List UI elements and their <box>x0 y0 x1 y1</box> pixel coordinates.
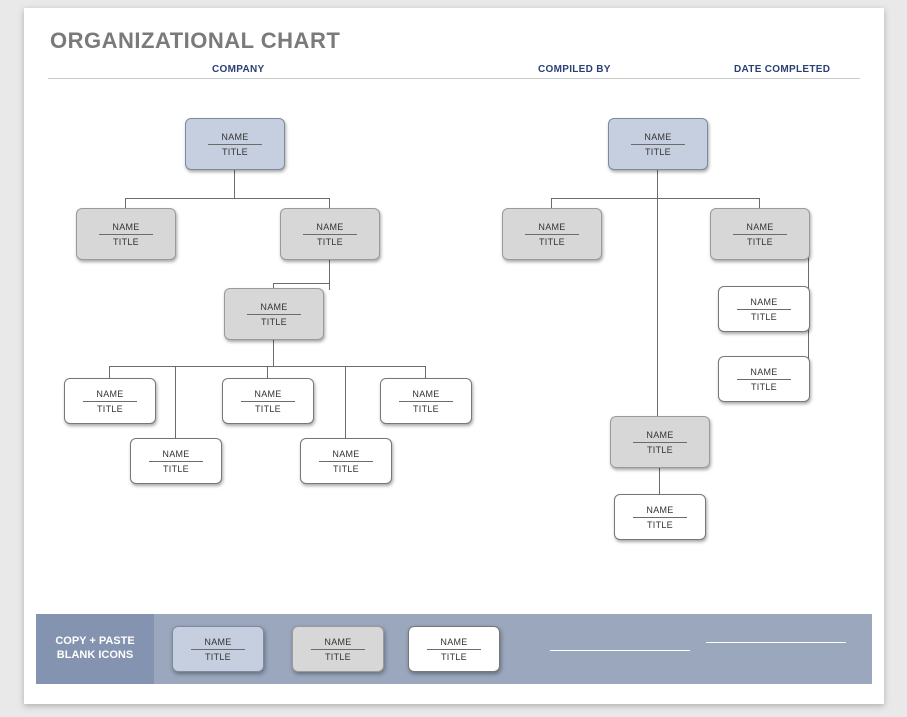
org-node-name: NAME <box>440 637 467 649</box>
connector <box>659 466 660 496</box>
connector <box>657 198 658 418</box>
org-node-name: NAME <box>112 222 139 234</box>
header-date-completed: DATE COMPLETED <box>734 64 830 75</box>
palette-node-blue[interactable]: NAMETITLE <box>172 626 264 672</box>
org-node[interactable]: NAMETITLE <box>76 208 176 260</box>
org-node[interactable]: NAMETITLE <box>502 208 602 260</box>
connector <box>657 168 658 198</box>
org-node-name: NAME <box>260 302 287 314</box>
org-node-title: TITLE <box>317 235 343 247</box>
org-node-title: TITLE <box>97 402 123 414</box>
org-node-name: NAME <box>204 637 231 649</box>
org-node-title: TITLE <box>647 518 673 530</box>
sheet-inner: ORGANIZATIONAL CHART COMPANY COMPILED BY… <box>24 8 884 704</box>
org-node-name: NAME <box>221 132 248 144</box>
palette-caption: COPY + PASTE BLANK ICONS <box>36 614 154 684</box>
org-node-title: TITLE <box>747 235 773 247</box>
org-node-title: TITLE <box>163 462 189 474</box>
org-node-title: TITLE <box>325 650 351 662</box>
org-node[interactable]: NAMETITLE <box>224 288 324 340</box>
page: ORGANIZATIONAL CHART COMPANY COMPILED BY… <box>0 0 907 717</box>
org-node[interactable]: NAMETITLE <box>610 416 710 468</box>
palette-node-grey[interactable]: NAMETITLE <box>292 626 384 672</box>
org-node[interactable]: NAMETITLE <box>718 286 810 332</box>
org-node[interactable]: NAMETITLE <box>280 208 380 260</box>
org-node[interactable]: NAMETITLE <box>300 438 392 484</box>
page-title: ORGANIZATIONAL CHART <box>50 28 340 54</box>
org-node-title: TITLE <box>333 462 359 474</box>
connector <box>551 198 760 199</box>
org-node-name: NAME <box>332 449 359 461</box>
org-node[interactable]: NAMETITLE <box>614 494 706 540</box>
org-node-name: NAME <box>746 222 773 234</box>
palette-caption-line2: BLANK ICONS <box>57 649 133 663</box>
org-node-title: TITLE <box>647 443 673 455</box>
org-node-title: TITLE <box>222 145 248 157</box>
org-node-title: TITLE <box>261 315 287 327</box>
org-node-title: TITLE <box>205 650 231 662</box>
palette-connector-sample[interactable] <box>550 650 690 651</box>
org-node[interactable]: NAMETITLE <box>380 378 472 424</box>
org-node-name: NAME <box>750 367 777 379</box>
org-node[interactable]: NAMETITLE <box>608 118 708 170</box>
org-node-name: NAME <box>162 449 189 461</box>
connector <box>125 198 330 199</box>
org-node[interactable]: NAMETITLE <box>718 356 810 402</box>
header-company: COMPANY <box>212 64 264 75</box>
org-node-title: TITLE <box>413 402 439 414</box>
org-node-name: NAME <box>324 637 351 649</box>
org-node-title: TITLE <box>255 402 281 414</box>
org-node[interactable]: NAMETITLE <box>64 378 156 424</box>
org-node-title: TITLE <box>751 380 777 392</box>
connector <box>175 366 176 440</box>
org-node-title: TITLE <box>441 650 467 662</box>
palette-caption-line1: COPY + PASTE <box>55 635 134 649</box>
org-node-name: NAME <box>96 389 123 401</box>
connector <box>273 283 330 284</box>
org-node-name: NAME <box>316 222 343 234</box>
org-node-title: TITLE <box>539 235 565 247</box>
org-node-name: NAME <box>254 389 281 401</box>
org-node-name: NAME <box>538 222 565 234</box>
connector <box>329 258 330 290</box>
org-node-name: NAME <box>412 389 439 401</box>
org-node[interactable]: NAMETITLE <box>710 208 810 260</box>
org-node-title: TITLE <box>751 310 777 322</box>
palette-connector-sample[interactable] <box>706 642 846 643</box>
connector <box>273 338 274 366</box>
org-node-name: NAME <box>750 297 777 309</box>
header-compiled-by: COMPILED BY <box>538 64 611 75</box>
org-node-title: TITLE <box>645 145 671 157</box>
org-node-name: NAME <box>644 132 671 144</box>
org-node[interactable]: NAMETITLE <box>185 118 285 170</box>
palette-tray: COPY + PASTE BLANK ICONS NAMETITLENAMETI… <box>36 614 872 684</box>
org-node[interactable]: NAMETITLE <box>130 438 222 484</box>
org-node[interactable]: NAMETITLE <box>222 378 314 424</box>
org-node-name: NAME <box>646 505 673 517</box>
org-node-title: TITLE <box>113 235 139 247</box>
org-node-name: NAME <box>646 430 673 442</box>
palette-node-white[interactable]: NAMETITLE <box>408 626 500 672</box>
connector <box>234 168 235 198</box>
sheet: ORGANIZATIONAL CHART COMPANY COMPILED BY… <box>24 8 884 704</box>
header-rule <box>48 78 860 79</box>
connector <box>345 366 346 440</box>
